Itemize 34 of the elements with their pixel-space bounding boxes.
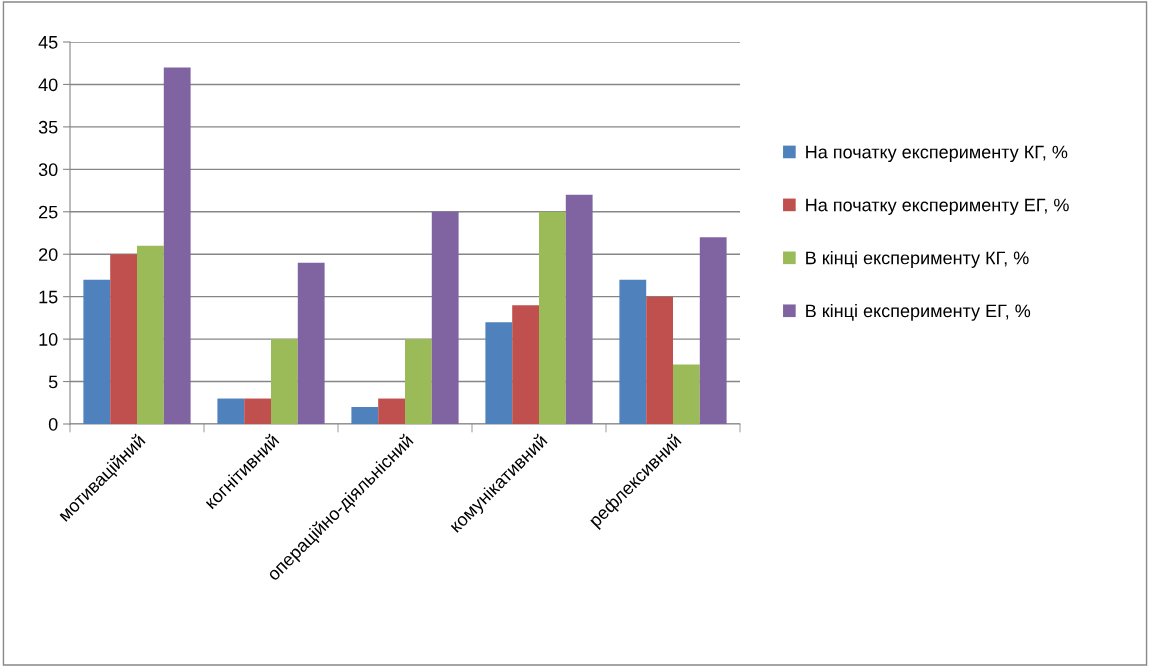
bar: [351, 407, 379, 424]
y-tick-label: 15: [39, 290, 58, 304]
y-tick-label: 25: [39, 205, 58, 219]
bar: [137, 245, 164, 424]
bar: [673, 364, 700, 424]
y-tick-label: 45: [38, 36, 58, 49]
y-tick-label: 0: [48, 417, 58, 431]
bar: [405, 339, 432, 424]
bar: [512, 305, 539, 424]
bar: [619, 279, 647, 424]
bar: [431, 211, 459, 424]
bar: [163, 67, 191, 424]
legend-label: В кінці експерименту КГ, %: [806, 251, 1029, 268]
legend-label: На початку експерименту ЕГ, %: [806, 198, 1069, 215]
bar: [699, 237, 727, 424]
legend-label: На початку експерименту КГ, %: [806, 145, 1068, 162]
bar: [217, 398, 245, 424]
y-tick-label: 30: [38, 163, 58, 177]
bar: [110, 254, 137, 424]
y-tick-label: 35: [38, 120, 58, 134]
bar: [244, 398, 271, 424]
y-tick-label: 5: [48, 375, 58, 389]
bar: [297, 262, 325, 424]
y-tick-label: 20: [39, 248, 58, 261]
bar: [646, 296, 673, 424]
bar: [83, 279, 111, 424]
bar: [378, 398, 405, 424]
bar: [271, 339, 298, 424]
bar: [485, 322, 513, 424]
y-tick-label: 40: [38, 78, 58, 92]
bar: [565, 194, 593, 424]
legend-label: В кінці експерименту ЕГ, %: [806, 304, 1031, 321]
bar: [539, 211, 566, 424]
y-tick-label: 10: [39, 333, 58, 346]
